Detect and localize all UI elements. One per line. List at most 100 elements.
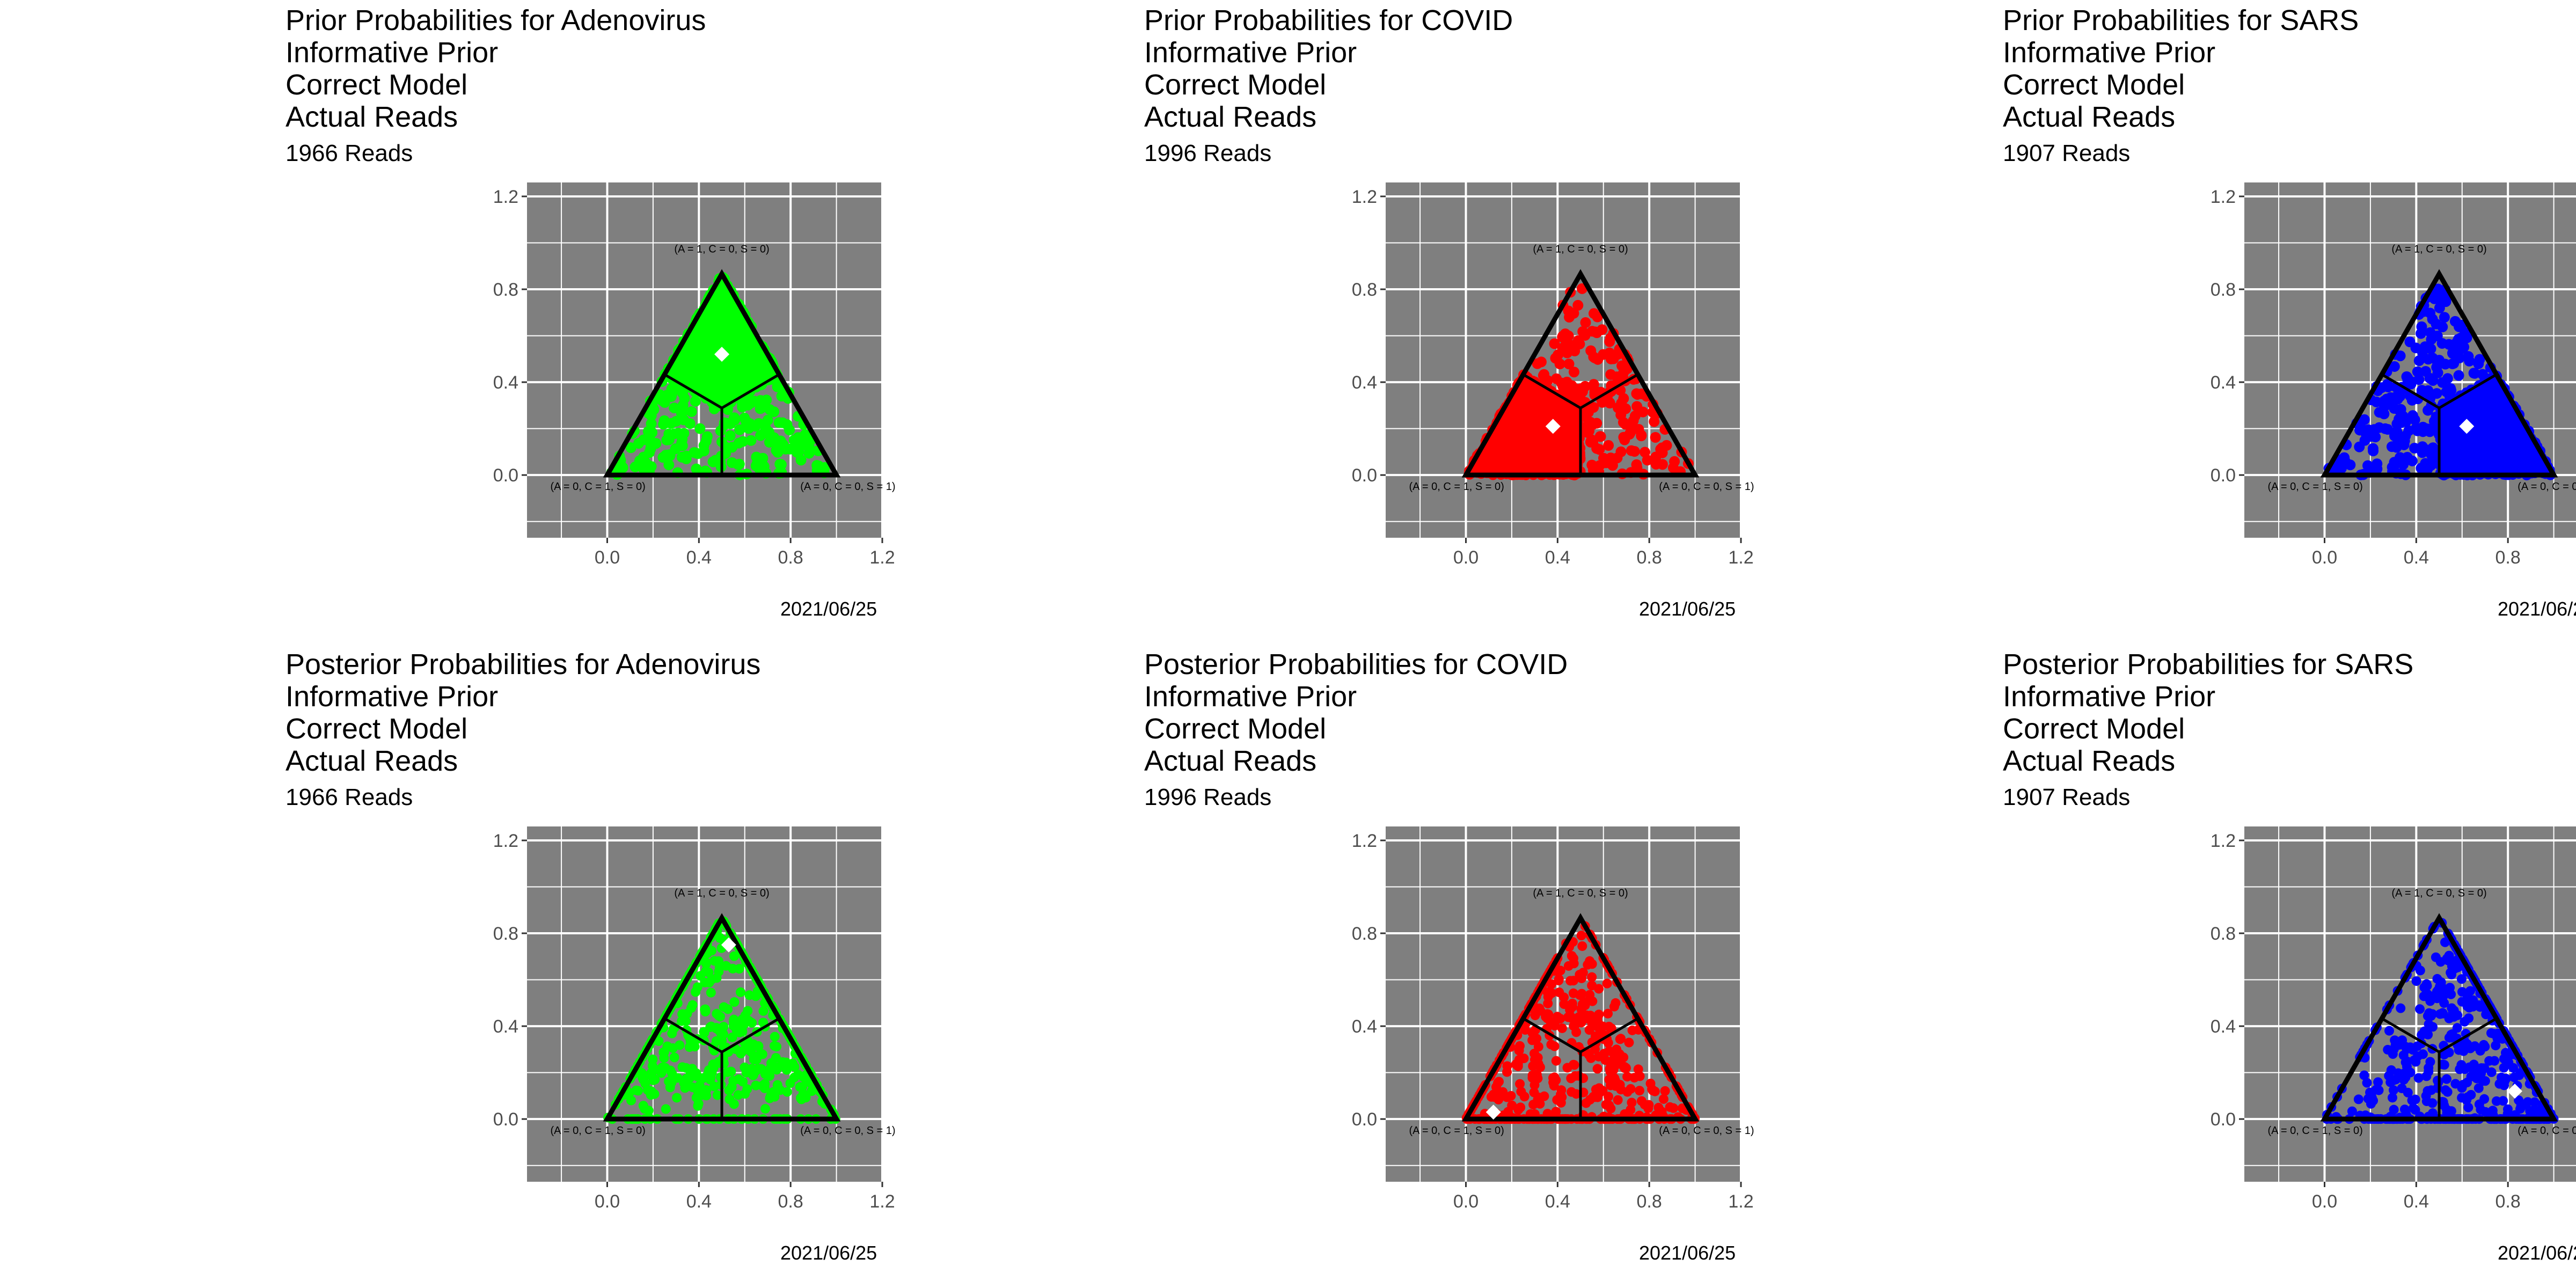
- plot-caption: 2021/06/25: [2498, 598, 2576, 620]
- data-point: [1553, 398, 1564, 409]
- data-point: [669, 402, 680, 414]
- data-point: [1585, 436, 1596, 448]
- x-tick-label: 0.4: [1545, 547, 1570, 568]
- x-tick-label: 1.2: [869, 547, 895, 568]
- decision-boundary: [1579, 373, 1639, 409]
- data-point: [755, 395, 766, 406]
- data-point: [663, 459, 675, 471]
- x-tick-label: 0.8: [1637, 547, 1662, 568]
- mean-point-marker: [1545, 419, 1561, 434]
- panel-background: [2244, 182, 2576, 538]
- data-point: [743, 344, 754, 355]
- data-point: [775, 435, 786, 447]
- data-point: [1563, 358, 1575, 370]
- data-point: [733, 437, 744, 449]
- data-point: [772, 381, 783, 392]
- data-point: [1669, 456, 1680, 467]
- y-tick-label: 0.4: [1352, 372, 1377, 393]
- data-point: [677, 387, 688, 399]
- data-point: [2417, 447, 2428, 458]
- data-point: [691, 463, 702, 474]
- data-point: [1548, 439, 1559, 450]
- data-point: [1589, 352, 1600, 363]
- data-point: [1650, 432, 1661, 443]
- data-point: [1556, 427, 1568, 438]
- data-point: [2365, 431, 2376, 442]
- data-point: [2395, 350, 2406, 362]
- data-point: [1537, 449, 1548, 460]
- data-point: [724, 430, 736, 441]
- data-point: [695, 322, 706, 333]
- data-point: [773, 417, 785, 428]
- data-point: [715, 372, 726, 384]
- plot-title-line: Actual Reads: [2003, 101, 2176, 133]
- plot-title-line: Prior Probabilities for COVID: [1144, 4, 1513, 36]
- data-point: [1657, 442, 1668, 453]
- data-point: [1528, 410, 1539, 421]
- data-point: [764, 437, 775, 448]
- data-point: [616, 460, 627, 472]
- data-point: [1620, 419, 1631, 430]
- data-point: [1505, 456, 1516, 467]
- data-point: [665, 418, 677, 429]
- data-point: [633, 438, 645, 449]
- data-point: [1657, 459, 1668, 470]
- data-point: [2412, 425, 2423, 436]
- plot-subtitle: 1907 Reads: [2003, 140, 2131, 166]
- plot-title-line: Prior Probabilities for SARS: [2003, 4, 2359, 36]
- data-point: [2448, 345, 2459, 356]
- data-point: [1570, 438, 1582, 450]
- data-point: [2345, 459, 2356, 471]
- data-point: [2417, 346, 2428, 357]
- x-tick-label: 0.0: [1453, 547, 1479, 568]
- data-point: [663, 428, 675, 440]
- data-point: [1510, 418, 1521, 429]
- data-point: [672, 428, 684, 439]
- data-point: [661, 390, 672, 401]
- data-point: [704, 313, 715, 325]
- data-point: [702, 361, 713, 372]
- data-point: [1605, 452, 1616, 464]
- data-points: [1463, 283, 1694, 481]
- data-point: [2382, 424, 2394, 435]
- data-point: [2425, 308, 2436, 319]
- plot-subtitle: 1966 Reads: [286, 140, 413, 166]
- x-tick-label: 0.8: [2496, 547, 2521, 568]
- data-point: [2409, 442, 2420, 453]
- data-point: [1588, 308, 1599, 319]
- vertex-label-bottom-left: (A = 0, C = 1, S = 0): [1409, 481, 1504, 493]
- data-point: [2370, 464, 2382, 475]
- data-point: [678, 406, 689, 417]
- vertex-label-bottom-left: (A = 0, C = 1, S = 0): [550, 481, 645, 493]
- data-point: [664, 449, 675, 460]
- data-point: [1569, 346, 1580, 357]
- data-point: [1524, 400, 1535, 411]
- data-point: [752, 457, 763, 469]
- data-point: [714, 335, 726, 346]
- data-point: [747, 375, 758, 386]
- plot-title-line: Informative Prior: [1144, 36, 1357, 69]
- data-point: [686, 406, 697, 418]
- data-point: [1572, 299, 1584, 311]
- data-point: [673, 370, 684, 381]
- data-point: [1535, 401, 1547, 413]
- data-point: [1594, 431, 1606, 442]
- data-point: [1588, 379, 1599, 390]
- data-point: [1629, 411, 1641, 422]
- data-point: [1613, 402, 1624, 413]
- x-tick-label: 0.4: [2404, 547, 2429, 568]
- data-point: [708, 324, 719, 335]
- data-point: [658, 419, 669, 430]
- x-tick-label: 0.0: [2312, 547, 2337, 568]
- data-point: [1549, 338, 1560, 349]
- decision-boundary: [663, 373, 723, 409]
- data-point: [690, 396, 701, 407]
- data-point: [2468, 368, 2479, 379]
- data-point: [699, 385, 711, 397]
- data-point: [2437, 321, 2448, 333]
- x-tick-label: 1.2: [1728, 547, 1753, 568]
- data-point: [1584, 416, 1595, 428]
- ternary-plot-panel: Prior Probabilities for Adenovirus Inform…: [241, 0, 1046, 633]
- data-point: [726, 359, 737, 370]
- plot-caption: 2021/06/25: [780, 598, 877, 620]
